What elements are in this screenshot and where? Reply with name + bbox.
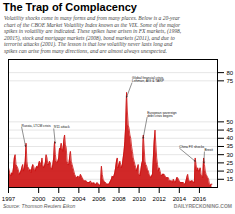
svg-text:25: 25 xyxy=(227,160,234,166)
svg-text:75: 75 xyxy=(227,78,234,84)
svg-text:40: 40 xyxy=(227,135,234,141)
svg-text:2010: 2010 xyxy=(132,196,146,202)
svg-text:2008: 2008 xyxy=(112,196,126,202)
html-text:DAILYRECKONING.COM: DAILYRECKONING.COM xyxy=(173,203,232,209)
svg-text:2012: 2012 xyxy=(153,196,167,202)
svg-text:20: 20 xyxy=(227,168,234,174)
svg-text:2004: 2004 xyxy=(72,196,86,202)
svg-text:2016: 2016 xyxy=(193,196,207,202)
svg-text:45: 45 xyxy=(227,127,234,133)
svg-text:2006: 2006 xyxy=(92,196,106,202)
svg-text:35: 35 xyxy=(227,143,234,149)
svg-text:2014: 2014 xyxy=(173,196,187,202)
svg-text:China FX shocks: China FX shocks xyxy=(179,145,204,149)
svg-text:Brexit: Brexit xyxy=(204,148,213,152)
svg-text:15: 15 xyxy=(227,176,234,182)
html-text:Volatility shocks come in many: Volatility shocks come in many forms and… xyxy=(4,15,182,54)
svg-text:9/11 attack: 9/11 attack xyxy=(54,125,70,129)
svg-text:2002: 2002 xyxy=(52,196,66,202)
svg-text:30: 30 xyxy=(227,152,234,158)
svg-text:European sovereigndebt crisis: European sovereigndebt crisis begins xyxy=(147,111,177,118)
svg-text:50: 50 xyxy=(227,119,234,125)
svg-text:1997: 1997 xyxy=(2,196,16,202)
html-text:Source: Thomson Reuters Eikon: Source: Thomson Reuters Eikon xyxy=(3,203,76,209)
svg-text:Russia, LTCM crisis: Russia, LTCM crisis xyxy=(22,124,51,128)
svg-text:2000: 2000 xyxy=(32,196,46,202)
svg-text:Global financial crisis,Lehman: Global financial crisis,Lehman, AIG & TA… xyxy=(132,76,165,83)
svg-text:80: 80 xyxy=(227,70,234,76)
html-text:The Trap of Complacency: The Trap of Complacency xyxy=(3,1,137,13)
